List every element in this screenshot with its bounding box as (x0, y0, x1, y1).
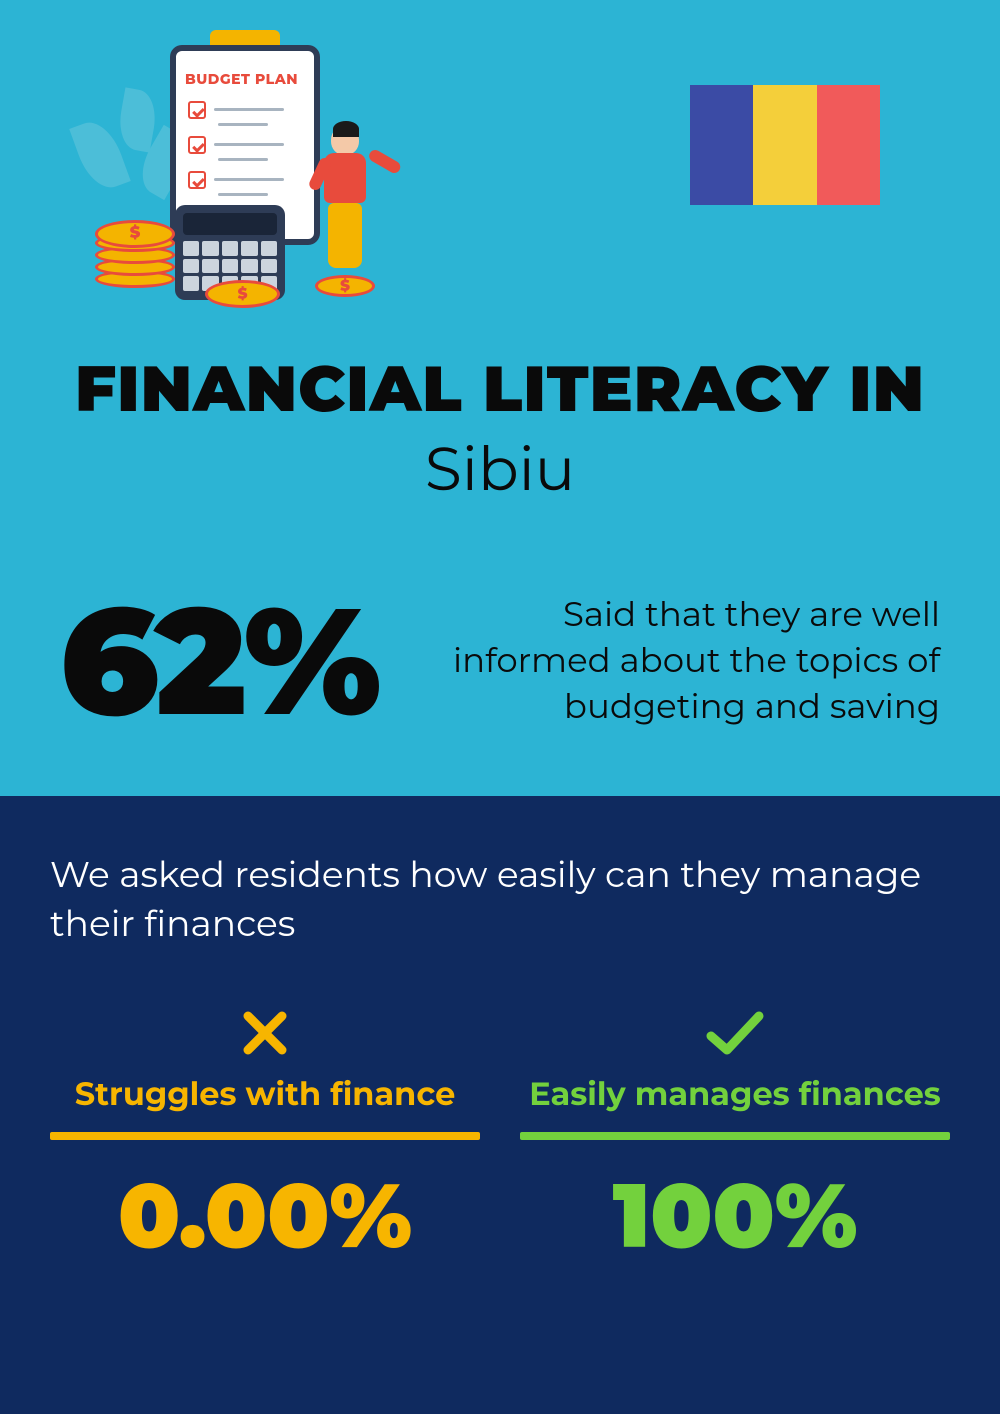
flag-stripe-blue (690, 85, 753, 205)
answer-struggles-divider (50, 1132, 480, 1140)
answer-struggles-value: 0.00% (50, 1170, 480, 1260)
survey-question: We asked residents how easily can they m… (50, 851, 950, 948)
romania-flag (690, 85, 880, 205)
page-title: FINANCIAL LITERACY IN (50, 350, 950, 428)
answer-struggles-label: Struggles with finance (50, 1075, 480, 1114)
infographic-page: BUDGET PLAN (0, 0, 1000, 1414)
checklist-row (188, 100, 298, 120)
checklist-row (188, 170, 298, 190)
answer-manages-label: Easily manages finances (520, 1075, 950, 1114)
checklist-row (188, 135, 298, 155)
headline-stat-description: Said that they are well informed about t… (407, 592, 940, 730)
answer-manages-divider (520, 1132, 950, 1140)
hero-row: BUDGET PLAN (50, 30, 950, 310)
answer-manages: Easily manages finances 100% (520, 1003, 950, 1260)
title-block: FINANCIAL LITERACY IN Sibiu (50, 350, 950, 506)
coin-icon (315, 275, 375, 297)
person-icon (310, 125, 380, 285)
headline-stat: 62% Said that they are well informed abo… (50, 586, 950, 736)
coin-icon (205, 280, 280, 308)
answer-manages-value: 100% (520, 1170, 950, 1260)
flag-stripe-red (817, 85, 880, 205)
flag-stripe-yellow (753, 85, 816, 205)
cross-icon (50, 1003, 480, 1063)
check-icon (520, 1003, 950, 1063)
budget-illustration: BUDGET PLAN (50, 30, 390, 310)
page-subtitle: Sibiu (50, 433, 950, 506)
bottom-section: We asked residents how easily can they m… (0, 796, 1000, 1414)
clipboard-title: BUDGET PLAN (185, 70, 298, 88)
coin-stack (95, 220, 180, 300)
top-section: BUDGET PLAN (0, 0, 1000, 796)
answer-struggles: Struggles with finance 0.00% (50, 1003, 480, 1260)
headline-stat-value: 62% (60, 586, 377, 736)
answers-row: Struggles with finance 0.00% Easily mana… (50, 1003, 950, 1260)
